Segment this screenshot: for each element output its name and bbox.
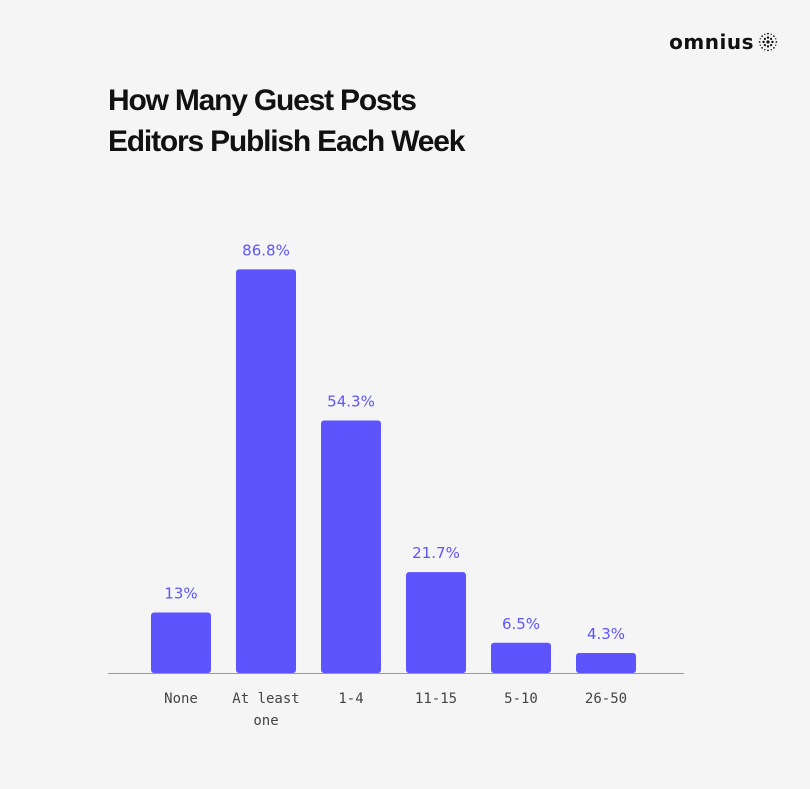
value-label-3: 21.7% bbox=[412, 544, 460, 562]
value-label-1: 86.8% bbox=[242, 241, 290, 259]
brand-name: omnius bbox=[669, 30, 754, 54]
tick-label-4-line-0: 5-10 bbox=[504, 691, 538, 707]
tick-label-2-line-0: 1-4 bbox=[338, 691, 363, 707]
chart-title: How Many Guest Posts Editors Publish Eac… bbox=[108, 80, 628, 162]
bar-3 bbox=[406, 572, 466, 673]
brand-logo: omnius bbox=[669, 30, 778, 54]
dotted-sphere-icon bbox=[758, 32, 778, 52]
tick-label-0: None bbox=[164, 691, 198, 707]
value-label-4: 6.5% bbox=[502, 615, 540, 633]
value-label-5: 4.3% bbox=[587, 625, 625, 643]
bar-2 bbox=[321, 420, 381, 673]
tick-label-1: At least one bbox=[232, 691, 299, 729]
value-labels-group: 13% 86.8% 54.3% 21.7% 6.5% 4.3% bbox=[164, 241, 625, 643]
tick-label-0-line-0: None bbox=[164, 691, 198, 707]
tick-label-5-line-0: 26-50 bbox=[585, 691, 627, 707]
chart-title-line-1: How Many Guest Posts bbox=[108, 84, 417, 117]
tick-label-3-line-0: 11-15 bbox=[415, 691, 457, 707]
tick-label-4: 5-10 bbox=[504, 691, 538, 707]
bar-5 bbox=[576, 653, 636, 673]
tick-label-1-line-1: one bbox=[253, 713, 278, 729]
bars-group bbox=[151, 269, 636, 673]
chart-title-line-2: Editors Publish Each Week bbox=[108, 125, 465, 158]
tick-label-5: 26-50 bbox=[585, 691, 627, 707]
tick-label-3: 11-15 bbox=[415, 691, 457, 707]
bar-4 bbox=[491, 642, 551, 673]
value-label-0: 13% bbox=[164, 585, 197, 603]
tick-label-2: 1-4 bbox=[338, 691, 363, 707]
value-label-2: 54.3% bbox=[327, 393, 375, 411]
bar-0 bbox=[151, 612, 211, 673]
tick-labels-group: None At least one 1-4 11-15 5-10 26-50 bbox=[164, 691, 627, 729]
tick-label-1-line-0: At least bbox=[232, 691, 299, 707]
bar-1 bbox=[236, 269, 296, 673]
